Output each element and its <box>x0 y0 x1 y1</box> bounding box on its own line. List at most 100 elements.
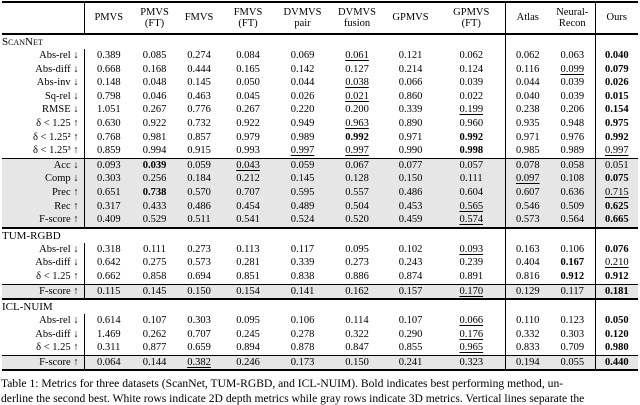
metric-value: 0.043 <box>222 157 274 173</box>
metric-value: 0.997 <box>290 145 315 157</box>
metric-value: 0.557 <box>331 185 383 200</box>
row-label: Abs-rel ↓ <box>39 50 79 61</box>
metric-value: 0.067 <box>331 157 383 173</box>
metric-value: 0.642 <box>83 256 133 270</box>
table-row: Abs-rel ↓ 0.318 0.111 0.273 0.113 0.117 0.095 0… <box>2 242 638 257</box>
metric-value: 0.057 <box>438 157 505 173</box>
metric-value: 0.039 <box>560 77 585 89</box>
metric-value: 0.243 <box>398 257 423 269</box>
metric-value: 0.044 <box>504 76 550 90</box>
metric-value: 0.912 <box>560 270 585 282</box>
metric-value: 0.659 <box>187 342 211 354</box>
row-label: δ < 1.25³ ↑ <box>32 145 79 157</box>
row-label: Abs-rel ↓ <box>39 315 79 327</box>
metric-value: 0.267 <box>142 104 167 116</box>
header-corner-cell <box>2 1 84 35</box>
metric-value: 0.992 <box>459 131 484 143</box>
metric-value: 0.636 <box>550 185 595 200</box>
metric-value: 0.150 <box>383 172 438 186</box>
column-header-gpmvs: GPMVS <box>383 1 438 35</box>
metric-value: 0.079 <box>594 62 638 77</box>
metric-value: 0.114 <box>345 315 369 327</box>
metric-value: 0.154 <box>222 283 274 300</box>
metric-value: 0.039 <box>459 77 484 89</box>
metric-value: 0.059 <box>274 157 331 173</box>
metric-value: 0.123 <box>560 315 585 327</box>
metric-value: 0.433 <box>133 199 176 214</box>
column-header-gpmvs-ft: GPMVS (FT) <box>438 1 505 35</box>
row-label: F-score ↑ <box>2 283 84 300</box>
metric-value: 0.145 <box>274 172 331 186</box>
metric-value: 0.878 <box>290 342 315 354</box>
metric-value: 0.059 <box>176 157 222 173</box>
metric-value: 0.150 <box>176 283 222 300</box>
metric-value: 0.022 <box>459 90 484 102</box>
metric-value: 0.267 <box>236 104 260 116</box>
metric-value: 0.206 <box>560 104 585 116</box>
table-row: F-score ↑ 0.064 0.144 0.382 0.246 0.173 0.150 0… <box>2 354 638 372</box>
metric-value: 0.604 <box>438 185 505 200</box>
metric-value: 0.064 <box>83 354 133 372</box>
metric-value: 0.574 <box>438 213 505 228</box>
metric-value: 1.051 <box>83 103 133 117</box>
metric-value: 0.245 <box>236 328 260 340</box>
metric-value: 0.095 <box>236 315 260 327</box>
metric-value: 0.145 <box>133 283 176 300</box>
section-label-icl-nuim: ICL-NUIM <box>2 298 505 315</box>
metric-value: 0.404 <box>504 256 550 270</box>
metric-value: 0.509 <box>550 199 595 214</box>
metric-value: 0.194 <box>504 354 550 372</box>
metric-value: 0.110 <box>504 314 550 328</box>
metric-value: 0.220 <box>290 104 315 116</box>
metric-value: 0.963 <box>345 117 369 129</box>
metric-value: 0.949 <box>290 117 315 129</box>
table-row: Comp ↓ 0.303 0.256 0.184 0.212 0.145 0.128 0.15… <box>2 172 638 186</box>
table-row: Abs-inv ↓ 0.148 0.048 0.145 0.050 0.044 0.038 0… <box>2 76 638 90</box>
column-header-fmvs: FMVS <box>176 1 222 35</box>
metric-value: 0.239 <box>459 257 484 269</box>
row-label: Abs-diff ↓ <box>35 328 79 340</box>
table-caption-line2: derline the second best. White rows indi… <box>1 391 585 405</box>
metric-value: 0.015 <box>594 89 638 104</box>
metric-value: 0.111 <box>143 243 166 255</box>
metric-value: 0.440 <box>594 354 638 372</box>
metric-value: 0.990 <box>398 145 423 157</box>
metric-value: 1.469 <box>83 327 133 342</box>
metric-value: 0.142 <box>290 63 315 75</box>
metric-value: 0.976 <box>560 131 585 143</box>
metric-value: 0.816 <box>504 269 550 284</box>
column-header-neural-recon: Neural- Recon <box>550 1 595 35</box>
metric-value: 0.095 <box>345 243 369 255</box>
table-row: δ < 1.25² ↑ 0.768 0.981 0.857 0.979 0.989 0.99… <box>2 130 638 145</box>
metric-value: 0.859 <box>83 144 133 159</box>
metric-value: 0.050 <box>236 77 260 89</box>
metric-value: 0.339 <box>398 104 423 116</box>
metric-value: 0.066 <box>398 77 423 89</box>
metric-value: 0.573 <box>504 213 550 228</box>
metric-value: 0.989 <box>560 145 585 157</box>
metric-value: 0.912 <box>594 269 638 284</box>
metric-value: 0.075 <box>594 172 638 186</box>
metric-value: 0.273 <box>187 243 211 255</box>
metric-value: 0.062 <box>504 49 550 63</box>
metric-value: 0.857 <box>187 131 211 143</box>
metric-value: 0.971 <box>398 131 423 143</box>
metric-value: 0.044 <box>290 77 315 89</box>
table-row: RMSE ↓ 1.051 0.267 0.776 0.267 0.220 0.200 0.33… <box>2 103 638 117</box>
metric-value: 0.922 <box>142 117 167 129</box>
table-row: Prec ↑ 0.651 0.738 0.570 0.707 0.595 0.557 0.48… <box>2 185 638 200</box>
metric-value: 0.980 <box>594 341 638 356</box>
metric-value: 0.262 <box>142 328 167 340</box>
metric-value: 0.115 <box>83 283 133 300</box>
section-spacer <box>504 226 595 243</box>
metric-value: 0.121 <box>398 50 423 61</box>
metric-value: 0.246 <box>222 354 274 372</box>
metric-value: 0.170 <box>438 283 505 300</box>
metric-value: 0.570 <box>176 185 222 200</box>
metric-value: 0.993 <box>236 145 260 157</box>
metric-value: 0.709 <box>560 342 585 354</box>
metric-value: 0.529 <box>133 213 176 228</box>
row-label: δ < 1.25 ↑ <box>36 117 79 129</box>
metric-value: 0.339 <box>290 257 315 269</box>
